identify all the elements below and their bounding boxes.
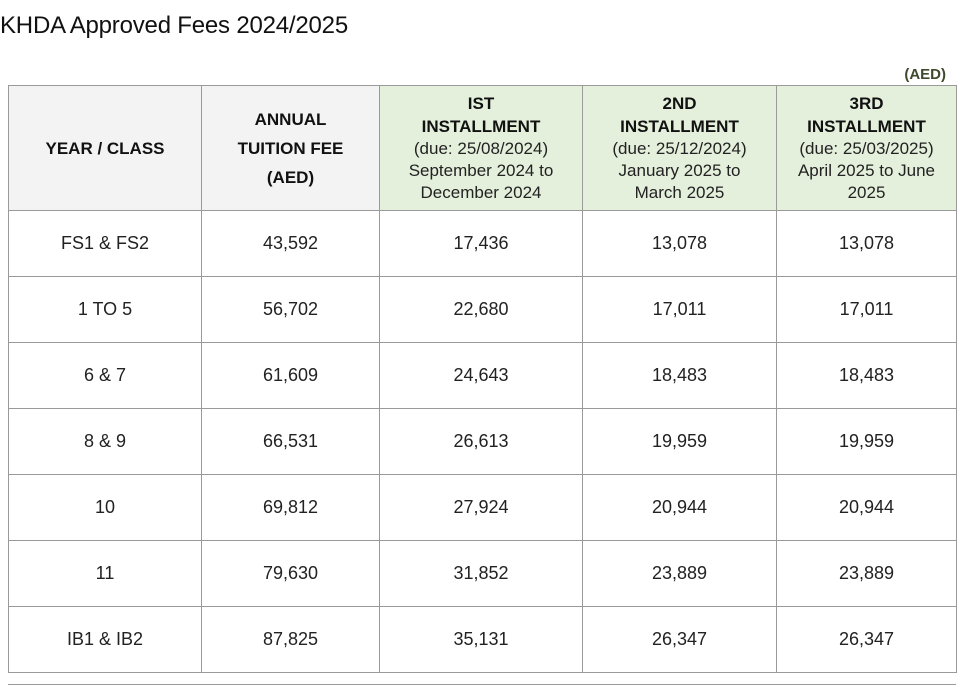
- header-inst3-period1: April 2025 to June: [797, 161, 936, 180]
- table-row: 8 & 9 66,531 26,613 19,959 19,959: [8, 408, 957, 475]
- cell-installment-1: 24,643: [379, 342, 583, 409]
- header-annual-line1: ANNUAL: [254, 109, 327, 129]
- fees-table-body: FS1 & FS2 43,592 17,436 13,078 13,078 1 …: [8, 210, 957, 673]
- cell-annual: 87,825: [201, 606, 380, 673]
- cell-installment-2: 13,078: [582, 210, 777, 277]
- cell-annual: 56,702: [201, 276, 380, 343]
- table-row: 6 & 7 61,609 24,643 18,483 18,483: [8, 342, 957, 409]
- cell-installment-2: 18,483: [582, 342, 777, 409]
- cell-installment-1: 31,852: [379, 540, 583, 607]
- cell-class: 6 & 7: [8, 342, 202, 409]
- cell-installment-2: 26,347: [582, 606, 777, 673]
- cell-installment-2: 17,011: [582, 276, 777, 343]
- cell-class: 8 & 9: [8, 408, 202, 475]
- cell-annual: 69,812: [201, 474, 380, 541]
- cell-installment-3: 17,011: [776, 276, 957, 343]
- header-inst1-due: (due: 25/08/2024): [413, 139, 549, 158]
- table-row: 11 79,630 31,852 23,889 23,889: [8, 540, 957, 607]
- cell-installment-3: 20,944: [776, 474, 957, 541]
- header-inst2-due: (due: 25/12/2024): [612, 139, 747, 158]
- cell-installment-3: 19,959: [776, 408, 957, 475]
- header-inst2-line1: 2ND: [662, 94, 697, 113]
- page-title: KHDA Approved Fees 2024/2025: [0, 12, 348, 39]
- header-annual-line2: TUITION FEE: [237, 138, 344, 158]
- cell-annual: 61,609: [201, 342, 380, 409]
- cell-class: FS1 & FS2: [8, 210, 202, 277]
- table-row: FS1 & FS2 43,592 17,436 13,078 13,078: [8, 210, 957, 277]
- cell-installment-3: 26,347: [776, 606, 957, 673]
- cell-class: 1 TO 5: [8, 276, 202, 343]
- cell-class: IB1 & IB2: [8, 606, 202, 673]
- cell-installment-1: 17,436: [379, 210, 583, 277]
- cell-class: 11: [8, 540, 202, 607]
- header-inst3-line1: 3RD: [849, 94, 884, 113]
- header-installment-3: 3RD INSTALLMENT (due: 25/03/2025) April …: [776, 85, 957, 211]
- cell-installment-1: 22,680: [379, 276, 583, 343]
- table-row: 1 TO 5 56,702 22,680 17,011 17,011: [8, 276, 957, 343]
- header-inst3-period2: 2025: [847, 183, 886, 202]
- cell-annual: 79,630: [201, 540, 380, 607]
- cell-installment-1: 26,613: [379, 408, 583, 475]
- header-inst1-line1: IST: [467, 94, 495, 113]
- header-installment-2: 2ND INSTALLMENT (due: 25/12/2024) Januar…: [582, 85, 777, 211]
- header-annual-line3: (AED): [266, 167, 315, 187]
- header-row: YEAR / CLASS ANNUAL TUITION FEE (AED) IS…: [8, 85, 957, 211]
- header-year-class: YEAR / CLASS: [8, 85, 202, 211]
- table-row: 10 69,812 27,924 20,944 20,944: [8, 474, 957, 541]
- header-inst2-line2: INSTALLMENT: [620, 117, 739, 136]
- header-inst1-line2: INSTALLMENT: [421, 117, 541, 136]
- header-year-class-label: YEAR / CLASS: [45, 138, 165, 158]
- table-bottom-divider: [8, 684, 956, 685]
- cell-installment-3: 13,078: [776, 210, 957, 277]
- fees-table-header: YEAR / CLASS ANNUAL TUITION FEE (AED) IS…: [8, 85, 957, 211]
- header-installment-1: IST INSTALLMENT (due: 25/08/2024) Septem…: [379, 85, 583, 211]
- fees-table: YEAR / CLASS ANNUAL TUITION FEE (AED) IS…: [8, 85, 957, 673]
- header-annual-tuition: ANNUAL TUITION FEE (AED): [201, 85, 380, 211]
- cell-installment-1: 27,924: [379, 474, 583, 541]
- cell-class: 10: [8, 474, 202, 541]
- header-inst2-period2: March 2025: [634, 183, 725, 202]
- header-inst2-period1: January 2025 to: [618, 161, 741, 180]
- table-row: IB1 & IB2 87,825 35,131 26,347 26,347: [8, 606, 957, 673]
- header-inst3-due: (due: 25/03/2025): [799, 139, 934, 158]
- cell-installment-2: 23,889: [582, 540, 777, 607]
- cell-annual: 43,592: [201, 210, 380, 277]
- currency-note: (AED): [904, 66, 946, 83]
- cell-installment-3: 18,483: [776, 342, 957, 409]
- cell-installment-1: 35,131: [379, 606, 583, 673]
- cell-installment-2: 19,959: [582, 408, 777, 475]
- header-inst1-period2: December 2024: [420, 183, 542, 202]
- header-inst1-period1: September 2024 to: [408, 161, 554, 180]
- cell-installment-3: 23,889: [776, 540, 957, 607]
- cell-annual: 66,531: [201, 408, 380, 475]
- cell-installment-2: 20,944: [582, 474, 777, 541]
- header-inst3-line2: INSTALLMENT: [807, 117, 926, 136]
